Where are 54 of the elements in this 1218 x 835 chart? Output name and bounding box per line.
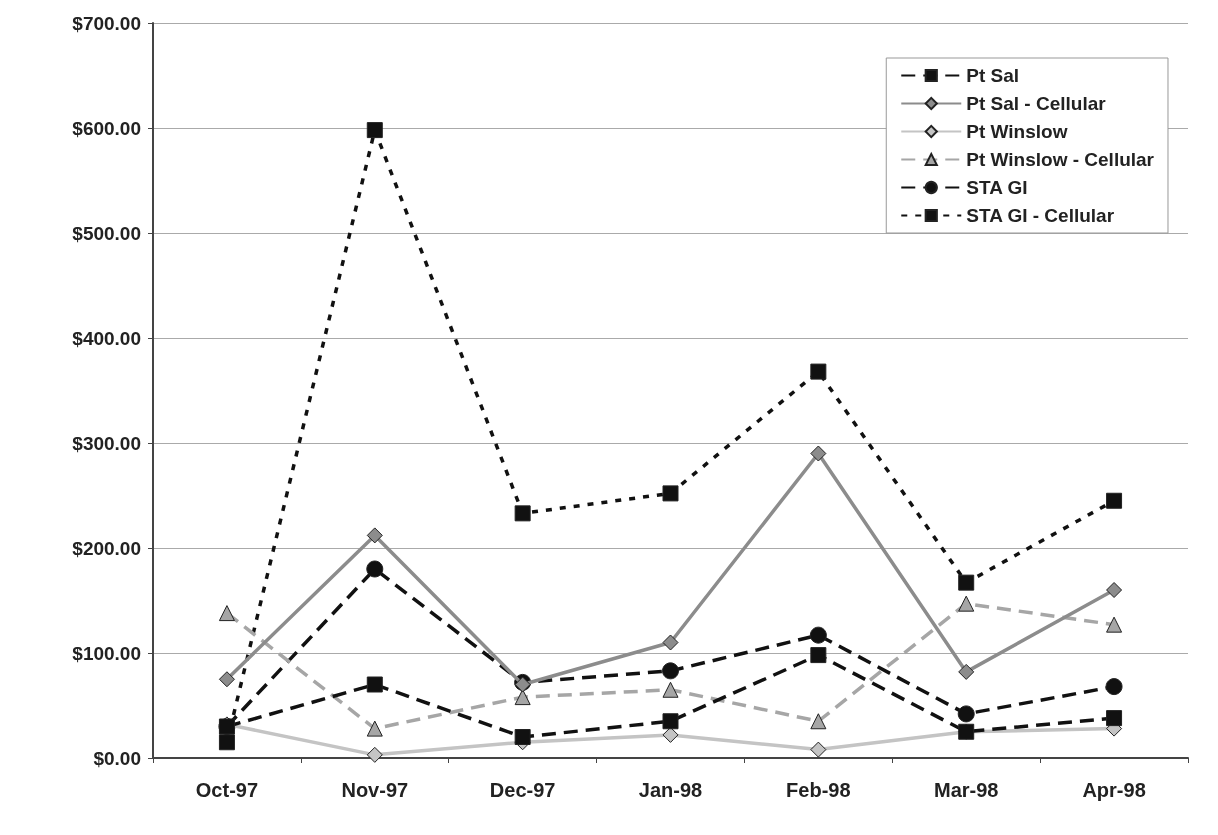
point <box>662 485 679 502</box>
x-tick-label: Nov-97 <box>341 779 409 801</box>
point <box>958 595 975 612</box>
y-tick-label: $100.00 <box>72 642 141 664</box>
x-tick-label: Mar-98 <box>933 779 999 801</box>
point <box>514 505 531 522</box>
point <box>1106 616 1123 633</box>
point <box>218 734 235 751</box>
x-tick-label: Oct-97 <box>195 779 259 801</box>
y-tick-label: $600.00 <box>72 117 141 139</box>
point <box>810 741 827 758</box>
y-tick-label: $400.00 <box>72 327 141 349</box>
legend-label: Pt Winslow - Cellular <box>966 149 1155 170</box>
point <box>958 663 975 680</box>
legend-label: STA GI - Cellular <box>966 205 1115 226</box>
legend-label: STA GI <box>966 177 1028 198</box>
point <box>662 662 679 680</box>
y-tick-label: $700.00 <box>72 12 141 34</box>
point <box>662 634 679 651</box>
point <box>514 729 531 745</box>
point <box>957 705 975 723</box>
point <box>218 671 235 688</box>
point <box>662 726 679 743</box>
y-tick-label: $300.00 <box>72 432 141 454</box>
point <box>1106 582 1123 598</box>
legend-label: Pt Winslow <box>966 121 1068 142</box>
x-tick-label: Dec-97 <box>489 779 556 801</box>
point <box>366 527 383 544</box>
y-tick-label: $0.00 <box>93 747 141 769</box>
point <box>366 560 384 578</box>
legend-label: Pt Sal <box>966 65 1020 86</box>
y-tick-label: $200.00 <box>72 537 141 559</box>
point <box>958 574 975 591</box>
y-tick-label: $500.00 <box>72 222 141 244</box>
point <box>810 445 827 462</box>
point <box>366 746 383 763</box>
point <box>810 363 827 380</box>
point <box>662 681 679 698</box>
x-tick-label: Apr-98 <box>1082 779 1146 801</box>
legend-label: Pt Sal - Cellular <box>966 93 1107 114</box>
point <box>366 720 383 737</box>
point <box>662 713 679 730</box>
point <box>514 689 531 706</box>
point <box>1106 492 1123 509</box>
point <box>1106 710 1123 727</box>
x-tick-label: Jan-98 <box>638 779 703 801</box>
point <box>809 626 827 644</box>
point <box>366 676 383 693</box>
point <box>366 122 383 139</box>
point <box>1105 678 1123 696</box>
x-tick-label: Feb-98 <box>786 779 851 801</box>
point <box>810 647 827 664</box>
point <box>218 605 235 622</box>
point <box>810 713 827 730</box>
